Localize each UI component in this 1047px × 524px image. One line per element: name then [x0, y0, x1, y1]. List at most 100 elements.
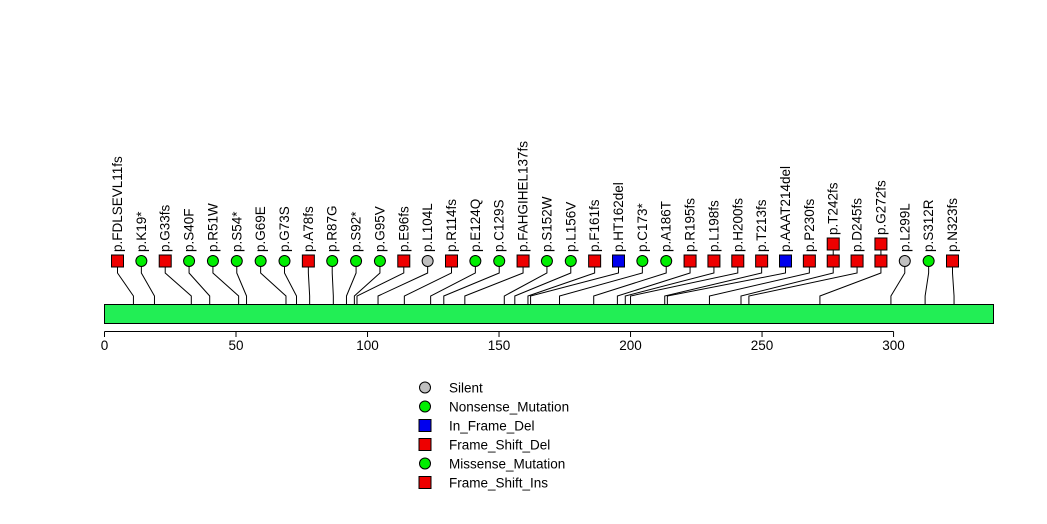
mutation-label: p.G69E — [253, 206, 268, 252]
mutation-stem — [527, 261, 596, 305]
mutation-label: p.G272fs — [873, 180, 888, 235]
legend-label: Silent — [449, 381, 483, 396]
x-axis: 0 50 100 150 200 250 300 — [101, 331, 905, 353]
mutation-marker-square — [874, 254, 888, 268]
mutation-label: p.K19* — [134, 211, 149, 252]
mutation-labels: p.FDLSEVL11fs p.K19* p.G33fs p.S40F p.R51W p.… — [110, 141, 960, 252]
mutation-stem — [443, 261, 500, 305]
mutation-label: p.F161fs — [587, 199, 602, 252]
mutation-stem — [212, 261, 240, 305]
mutation-marker-circle — [564, 255, 577, 267]
mutation-marker-square — [683, 254, 697, 268]
mutation-stem — [260, 261, 287, 305]
mutation-marker-circle — [898, 255, 911, 267]
mutation-label: p.H200fs — [730, 198, 745, 252]
legend-label: Frame_Shift_Ins — [449, 476, 548, 491]
mutation-marker-square — [445, 254, 458, 268]
mutation-stem — [331, 261, 334, 305]
x-tick-label: 300 — [882, 338, 905, 353]
mutation-label: p.C173* — [635, 202, 650, 252]
mutation-label: p.P230fs — [802, 198, 817, 252]
mutation-marker-square — [755, 254, 769, 268]
x-tick-label: 0 — [101, 338, 109, 353]
mutation-marker-square — [516, 254, 530, 268]
mutation-marker-circle — [373, 255, 386, 267]
mutation-label: p.E96fs — [396, 206, 411, 252]
legend-label: Frame_Shift_Del — [449, 438, 550, 453]
mutation-marker-square — [397, 254, 411, 268]
x-tick-label: 200 — [619, 338, 642, 353]
mutation-marker-square — [111, 254, 124, 268]
mutation-marker-square — [707, 254, 721, 268]
mutation-label: p.G73S — [277, 206, 292, 252]
mutation-stem — [353, 261, 381, 305]
mutation-stem — [593, 261, 667, 305]
mutation-label: p.S312R — [921, 199, 936, 252]
mutation-stem — [924, 261, 930, 305]
x-tick-label: 150 — [488, 338, 511, 353]
mutation-marker-square — [301, 254, 315, 268]
mutation-label: p.R51W — [205, 203, 220, 252]
mutation-label: p.FDLSEVL11fs — [110, 156, 125, 252]
mutation-label: p.G33fs — [158, 204, 173, 252]
mutation-marker-square — [731, 254, 745, 268]
mutation-label: p.C129S — [492, 199, 507, 252]
x-tick-label: 250 — [751, 338, 774, 353]
mutation-label: p.L156V — [563, 202, 578, 252]
mutation-label: p.L104L — [420, 203, 435, 252]
mutation-marker-circle — [254, 255, 267, 267]
mutation-stem — [530, 261, 619, 305]
legend-label: Nonsense_Mutation — [449, 400, 569, 415]
mutation-label: p.D245fs — [850, 198, 865, 252]
legend-marker-circle — [419, 457, 431, 470]
mutation-stem — [890, 261, 906, 305]
protein-domain-bar — [104, 304, 994, 324]
mutation-stem — [503, 261, 548, 305]
mutation-stem — [164, 261, 192, 305]
mutation-stem — [307, 261, 311, 305]
mutation-marker-square — [826, 254, 840, 268]
mutation-label: p.S92* — [349, 211, 364, 252]
mutation-marker-circle — [326, 255, 339, 267]
mutation-marker-circle — [206, 255, 219, 267]
mutation-label: p.A78fs — [301, 206, 316, 252]
mutation-marker-circle — [421, 255, 434, 267]
legend-marker-square — [418, 476, 432, 489]
mutation-marker-circle — [636, 255, 649, 267]
mutation-label: p.R195fs — [683, 198, 698, 252]
mutation-stem — [559, 261, 643, 305]
mutation-label: p.FAHGIHEL137fs — [516, 141, 531, 252]
legend-marker-square — [418, 438, 432, 451]
mutation-label: p.T213fs — [754, 199, 769, 252]
mutation-stem — [188, 261, 211, 305]
mutation-marker-circle — [350, 255, 363, 267]
legend-label: Missense_Mutation — [449, 457, 565, 472]
legend-label: In_Frame_Del — [449, 419, 535, 434]
mutation-label: p.AAAT214del — [778, 166, 793, 252]
mutation-label: p.HT162del — [611, 182, 626, 252]
mutation-label: p.S152W — [539, 196, 554, 252]
mutation-marker-circle — [540, 255, 553, 267]
mutation-stems — [117, 244, 955, 305]
mutation-label: p.S40F — [182, 208, 197, 252]
mutation-marker-circle — [135, 255, 148, 267]
x-tick-label: 50 — [228, 338, 243, 353]
mutation-marker-square — [779, 254, 792, 268]
mutation-stem — [616, 261, 691, 305]
mutation-marker-circle — [660, 255, 673, 267]
mutation-stem — [377, 261, 429, 305]
mutation-marker-circle — [278, 255, 291, 267]
mutation-marker-square — [874, 237, 888, 251]
mutation-marker-square — [612, 254, 625, 268]
mutation-stem — [664, 261, 763, 305]
mutation-marker-square — [158, 254, 172, 268]
mutation-label: p.S54* — [229, 211, 244, 252]
mutation-marker-square — [588, 254, 602, 268]
mutation-stem — [430, 261, 476, 305]
mutation-markers — [111, 237, 959, 268]
mutation-marker-circle — [493, 255, 506, 267]
mutation-marker-square — [946, 254, 959, 268]
mutation-label: p.L198fs — [706, 200, 721, 252]
mutation-label: p.A186T — [659, 201, 674, 252]
